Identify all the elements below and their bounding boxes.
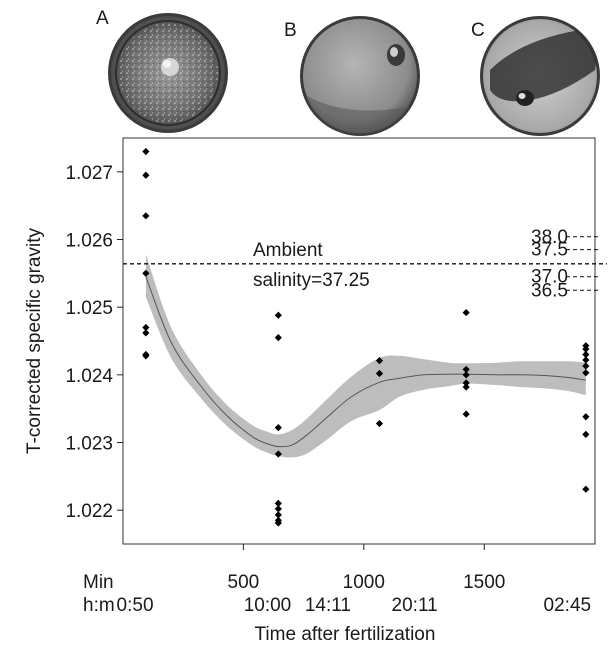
x-axis-title: Time after fertilization: [255, 624, 436, 645]
data-point: [462, 410, 470, 418]
y-axis-title: T-corrected specific gravity: [24, 228, 45, 454]
x-hm-label: 20:11: [392, 595, 438, 616]
data-point: [274, 505, 282, 513]
data-point: [274, 311, 282, 319]
x-hm-label: 0:50: [117, 595, 154, 616]
data-point: [582, 430, 590, 438]
data-point: [462, 371, 470, 379]
data-point: [142, 352, 150, 360]
data-point: [582, 356, 590, 364]
egg-photo-b: [300, 16, 420, 136]
data-point: [462, 308, 470, 317]
x-row-label-hm: h:m: [83, 595, 115, 616]
x-tick-label: 500: [228, 572, 260, 593]
data-point: [462, 383, 470, 391]
data-point: [582, 485, 590, 493]
data-point: [375, 419, 384, 428]
panel-label-a: A: [96, 8, 109, 29]
data-point: [375, 357, 384, 365]
egg-photo-panels: A B C: [0, 0, 609, 140]
data-point: [142, 212, 150, 220]
data-point: [274, 334, 282, 342]
panel-label-c: C: [471, 20, 485, 41]
data-points-layer: [142, 147, 590, 527]
y-tick-label: 1.025: [65, 298, 113, 319]
data-point: [142, 171, 150, 179]
x-tick-label: 1000: [343, 572, 385, 593]
data-point: [274, 519, 282, 527]
plot-area-frame: [122, 137, 596, 545]
y-tick-label: 1.023: [65, 434, 113, 455]
salinity-tick-label: 38.0: [531, 227, 568, 248]
x-hm-label: 10:00: [244, 595, 292, 616]
y-tick-label: 1.027: [65, 163, 113, 184]
x-hm-label: 02:45: [544, 595, 592, 616]
y-axis: 1.022 1.023 1.024 1.025 1.026 1.027: [65, 163, 123, 522]
x-hm-label: 14:11: [305, 595, 351, 616]
data-point: [274, 511, 282, 519]
ambient-salinity-layer: 38.037.5 37.036.5: [123, 227, 607, 301]
salinity-tick-label: 37.0: [531, 267, 568, 288]
panel-label-b: B: [284, 20, 297, 41]
x-row-label-min: Min: [83, 572, 114, 593]
salinity-tick-label: 37.5: [531, 240, 568, 261]
data-point: [142, 269, 150, 277]
data-point: [274, 424, 282, 432]
y-tick-label: 1.026: [65, 231, 113, 252]
fit-curve-layer: [145, 276, 586, 448]
y-tick-label: 1.022: [65, 501, 113, 522]
data-point: [582, 369, 590, 377]
data-point: [142, 323, 150, 332]
egg-photo-a: [108, 13, 228, 133]
data-point: [582, 350, 590, 359]
data-point: [274, 499, 282, 507]
x-tick-label: 1500: [463, 572, 505, 593]
data-point: [375, 369, 384, 378]
data-point: [462, 379, 470, 387]
egg-photo-c: [480, 16, 600, 136]
ambient-label-line1: Ambient: [253, 240, 323, 261]
fit-curve: [145, 276, 586, 448]
data-point: [582, 413, 590, 421]
data-point: [582, 362, 590, 370]
data-point: [582, 345, 590, 353]
ambient-label-line2: salinity=37.25: [253, 270, 370, 291]
data-point: [462, 365, 470, 374]
y-tick-label: 1.024: [65, 366, 113, 387]
data-point: [142, 329, 150, 337]
data-point: [142, 147, 150, 156]
data-point: [274, 450, 282, 458]
x-axis: 500 1000 1500 0:50 10:00 14:11 20:11 02:45: [117, 544, 592, 616]
salinity-tick-label: 36.5: [531, 280, 568, 301]
